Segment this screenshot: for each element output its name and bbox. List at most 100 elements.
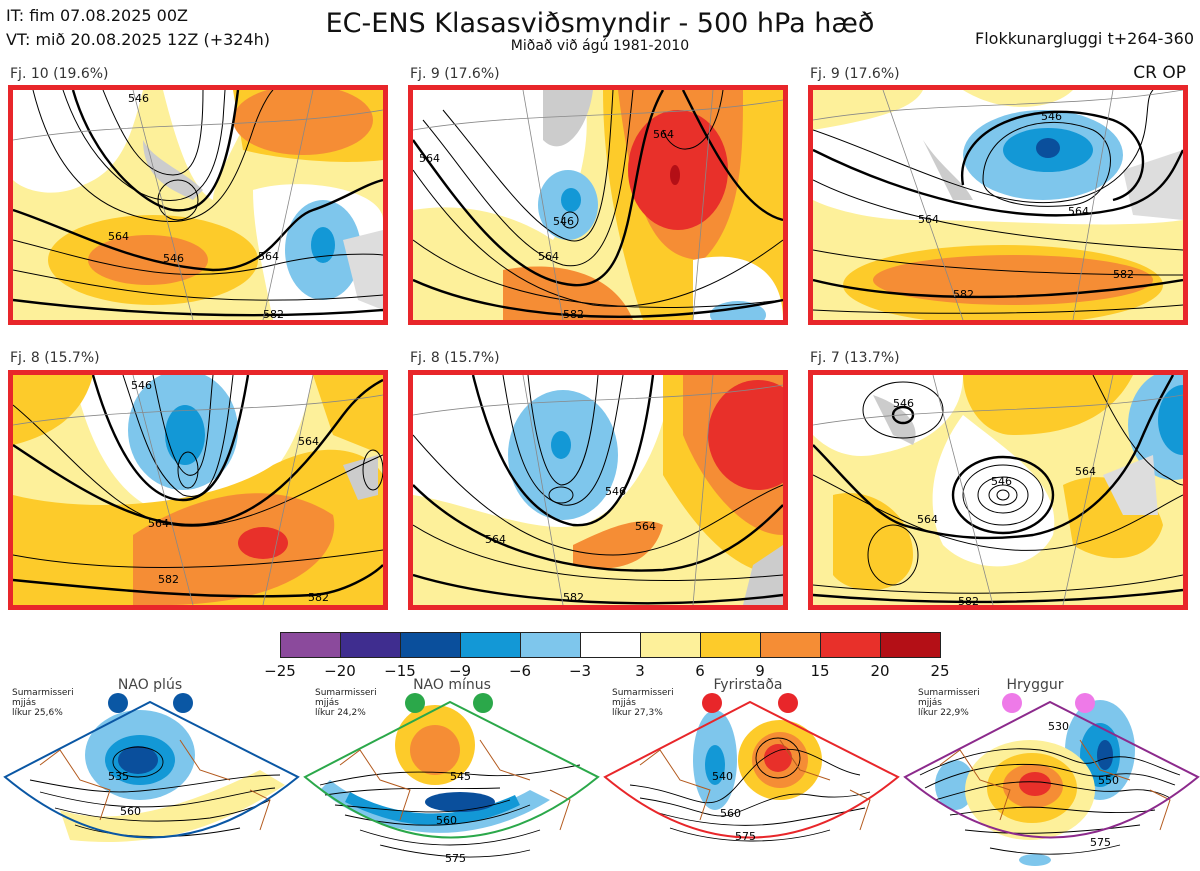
contour-label: 582: [958, 595, 979, 605]
contour-label: 535: [108, 770, 129, 783]
contour-label: 546: [991, 475, 1012, 488]
regime-4-title: Hryggur: [1006, 677, 1064, 693]
contour-label: 564: [298, 435, 319, 448]
coastlines: [639, 739, 871, 831]
colorbar-tick: 9: [755, 662, 765, 680]
cluster-map-3: 546 564 564 582 582: [808, 85, 1188, 325]
contour-label: 546: [553, 215, 574, 228]
negative-anomaly: [345, 792, 520, 826]
negative-anomaly: [320, 780, 550, 833]
regime-ridge: 530 550 575: [900, 680, 1200, 870]
colorbar-segment: [640, 632, 701, 658]
colorbar-tick: −20: [324, 662, 356, 680]
colorbar-tick: 3: [635, 662, 645, 680]
contour-label: 546: [605, 485, 626, 498]
regime-blocking: 540 560 575: [600, 680, 900, 870]
cluster-map-1: 546 546 564 564 582: [8, 85, 388, 325]
colorbar-tick: 15: [810, 662, 830, 680]
regime-nao-minus: 545 560 575: [300, 680, 600, 870]
panel-6-label: Fj. 7 (13.7%): [810, 350, 900, 366]
contour-label: 564: [108, 230, 129, 243]
colorbar-tick: −9: [448, 662, 472, 680]
contour-label: 546: [128, 92, 149, 105]
cr-op-label: CR OP: [1133, 63, 1186, 83]
contour-label: 582: [563, 308, 584, 320]
negative-anomaly: [561, 188, 581, 212]
contour-label: 546: [131, 379, 152, 392]
cluster-map-4: 546 564 564 582 582: [8, 370, 388, 610]
colorbar-segment: [340, 632, 401, 658]
colorbar-segment: [700, 632, 761, 658]
land-scandinavia: [743, 545, 783, 605]
coastlines: [39, 739, 271, 831]
negative-anomaly: [1019, 854, 1051, 866]
positive-anomaly: [1019, 772, 1051, 796]
sector-outline: [303, 700, 600, 839]
cluster-map-2: 564 546 564 564 582: [408, 85, 788, 325]
panel-5-label: Fj. 8 (15.7%): [410, 350, 500, 366]
contour-label: 550: [1098, 774, 1119, 787]
contour-label: 582: [263, 308, 284, 320]
contour-label: 530: [1048, 720, 1069, 733]
colorbar-tick: 6: [695, 662, 705, 680]
contour-label: 564: [1075, 465, 1096, 478]
land-greenland: [923, 140, 973, 200]
contour-label: 546: [893, 397, 914, 410]
contour-label: 540: [712, 770, 733, 783]
colorbar-tick: −15: [384, 662, 416, 680]
panel-4-label: Fj. 8 (15.7%): [10, 350, 100, 366]
contour-label: 575: [735, 830, 756, 843]
coastlines: [939, 739, 1171, 831]
page-subtitle: Miðað við ágú 1981-2010: [510, 38, 690, 54]
contour-label: 575: [445, 852, 466, 865]
positive-anomaly: [963, 375, 1133, 435]
contour-label: 582: [563, 591, 584, 604]
colorbar-segment: [760, 632, 821, 658]
positive-anomaly: [238, 527, 288, 559]
regime-2-note: Sumarmisseri mjjás líkur 24,2%: [315, 688, 377, 718]
colorbar-segment: [520, 632, 581, 658]
valid-time: VT: mið 20.08.2025 12Z (+324h): [6, 30, 271, 49]
negative-anomaly: [425, 792, 495, 812]
negative-anomaly: [1158, 385, 1183, 455]
colorbar-segment: [280, 632, 341, 658]
negative-anomaly: [551, 431, 571, 459]
negative-anomaly: [165, 405, 205, 465]
regime-4-marker: [1075, 693, 1095, 713]
positive-anomaly: [410, 725, 460, 775]
positive-anomaly: [13, 375, 93, 445]
contour-label: 545: [450, 770, 471, 783]
positive-anomaly: [670, 165, 680, 185]
positive-anomaly: [133, 493, 335, 605]
header-info: IT: fim 07.08.2025 00Z VT: mið 20.08.202…: [6, 4, 270, 52]
sector-outline: [903, 700, 1200, 839]
cluster-map-6: 546 546 564 564 582: [808, 370, 1188, 610]
regime-4-marker: [1002, 693, 1022, 713]
positive-anomaly: [233, 90, 373, 155]
regime-1-marker: [108, 693, 128, 713]
positive-anomaly: [503, 266, 633, 320]
contour-label: 546: [163, 252, 184, 265]
negative-anomaly: [705, 745, 725, 785]
contour-label: 564: [148, 517, 169, 530]
negative-anomaly: [1036, 138, 1060, 158]
land-scandinavia: [1103, 455, 1158, 515]
colorbar-tick: 25: [930, 662, 950, 680]
colorbar-segment: [880, 632, 941, 658]
colorbar-segment: [820, 632, 881, 658]
colorbar-segment: [460, 632, 521, 658]
regime-3-marker: [778, 693, 798, 713]
positive-anomaly: [764, 744, 792, 772]
positive-anomaly: [708, 380, 783, 490]
negative-anomaly: [311, 227, 335, 263]
contour-label: 546: [1041, 110, 1062, 123]
contour-label: 564: [258, 250, 279, 263]
contour-label: 582: [953, 288, 974, 301]
contour-label: 564: [653, 128, 674, 141]
land-scandinavia: [343, 230, 383, 310]
panel-2-label: Fj. 9 (17.6%): [410, 66, 500, 82]
regime-3-title: Fyrirstaða: [713, 677, 783, 693]
land-greenland: [143, 140, 203, 200]
regime-2-marker: [405, 693, 425, 713]
regime-1-marker: [173, 693, 193, 713]
